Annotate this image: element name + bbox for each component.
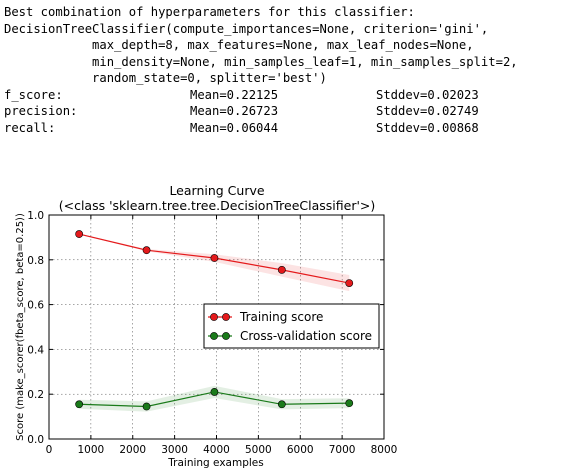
- y-axis-ticks: 0.0 0.2 0.4 0.6 0.8 1.0: [27, 210, 384, 446]
- x-axis-ticks: 0 1000 2000 3000 4000 5000 6000 7000 8000: [46, 215, 398, 456]
- legend-label-training: Training score: [239, 310, 323, 324]
- x-tick-label: 5000: [245, 444, 272, 456]
- x-tick-label: 1000: [78, 444, 105, 456]
- console-line: Best combination of hyperparameters for …: [4, 5, 415, 19]
- legend-marker-cv: [210, 332, 218, 340]
- metric-row-recall: recall: Mean=0.06044 Stddev=0.00868: [4, 120, 518, 137]
- metric-stddev: Stddev=0.00868: [376, 120, 479, 135]
- chart-subtitle: (<class 'sklearn.tree.tree.DecisionTreeC…: [59, 198, 376, 213]
- chart-points: [75, 230, 354, 411]
- point-cv: [277, 400, 286, 409]
- x-tick-label: 4000: [203, 444, 230, 456]
- point-cv: [210, 388, 219, 396]
- band-training: [79, 233, 350, 292]
- point-training: [210, 254, 219, 262]
- chart-title: Learning Curve: [169, 183, 264, 198]
- x-tick-label: 6000: [287, 444, 314, 456]
- point-cv: [142, 402, 151, 411]
- metric-mean: Mean=0.06044: [190, 120, 279, 135]
- y-tick-label: 0.6: [27, 300, 44, 312]
- point-cv: [345, 399, 354, 408]
- console-output: Best combination of hyperparameters for …: [4, 4, 518, 136]
- metric-stddev: Stddev=0.02749: [376, 104, 479, 118]
- y-tick-label: 0.0: [27, 434, 44, 446]
- x-tick-label: 3000: [161, 444, 188, 456]
- metric-row-f-score: f_score: Mean=0.22125 Stddev=0.02023: [4, 87, 518, 104]
- point-training: [75, 230, 84, 238]
- legend: Training score Cross-validation score: [203, 303, 380, 349]
- x-tick-label: 0: [46, 444, 53, 456]
- x-tick-label: 2000: [119, 444, 146, 456]
- legend-box: [203, 303, 380, 349]
- console-line: random_state=0, splitter='best'): [4, 71, 327, 85]
- metric-mean: Mean=0.22125: [190, 87, 279, 102]
- y-tick-label: 0.4: [27, 344, 44, 356]
- legend-marker-cv: [222, 332, 230, 340]
- console-line: DecisionTreeClassifier(compute_importanc…: [4, 21, 489, 36]
- point-training: [142, 246, 151, 255]
- y-axis-label: Score (make_scorer(fbeta_score, beta=0.2…: [15, 213, 26, 441]
- x-tick-label: 8000: [371, 444, 398, 456]
- x-axis-label: Training examples: [167, 457, 263, 469]
- legend-label-cv: Cross-validation score: [240, 329, 372, 343]
- y-tick-label: 1.0: [27, 210, 44, 222]
- console-line: min_density=None, min_samples_leaf=1, mi…: [4, 54, 518, 69]
- metric-name: f_score:: [4, 87, 63, 102]
- learning-curve-chart: Learning Curve (<class 'sklearn.tree.tre…: [15, 183, 398, 469]
- metric-name: precision:: [4, 104, 78, 118]
- legend-marker-training: [210, 313, 218, 321]
- console-line: max_depth=8, max_features=None, max_leaf…: [4, 38, 474, 52]
- y-tick-label: 0.2: [27, 389, 44, 401]
- legend-marker-training: [222, 313, 230, 321]
- point-training: [345, 279, 354, 287]
- metric-stddev: Stddev=0.02023: [376, 87, 479, 102]
- point-training: [277, 265, 286, 274]
- metric-name: recall:: [4, 120, 56, 135]
- metric-row-precision: precision: Mean=0.26723 Stddev=0.02749: [4, 103, 518, 120]
- metric-mean: Mean=0.26723: [190, 104, 279, 118]
- x-tick-label: 7000: [329, 444, 356, 456]
- point-cv: [75, 400, 84, 409]
- y-tick-label: 0.8: [27, 255, 44, 267]
